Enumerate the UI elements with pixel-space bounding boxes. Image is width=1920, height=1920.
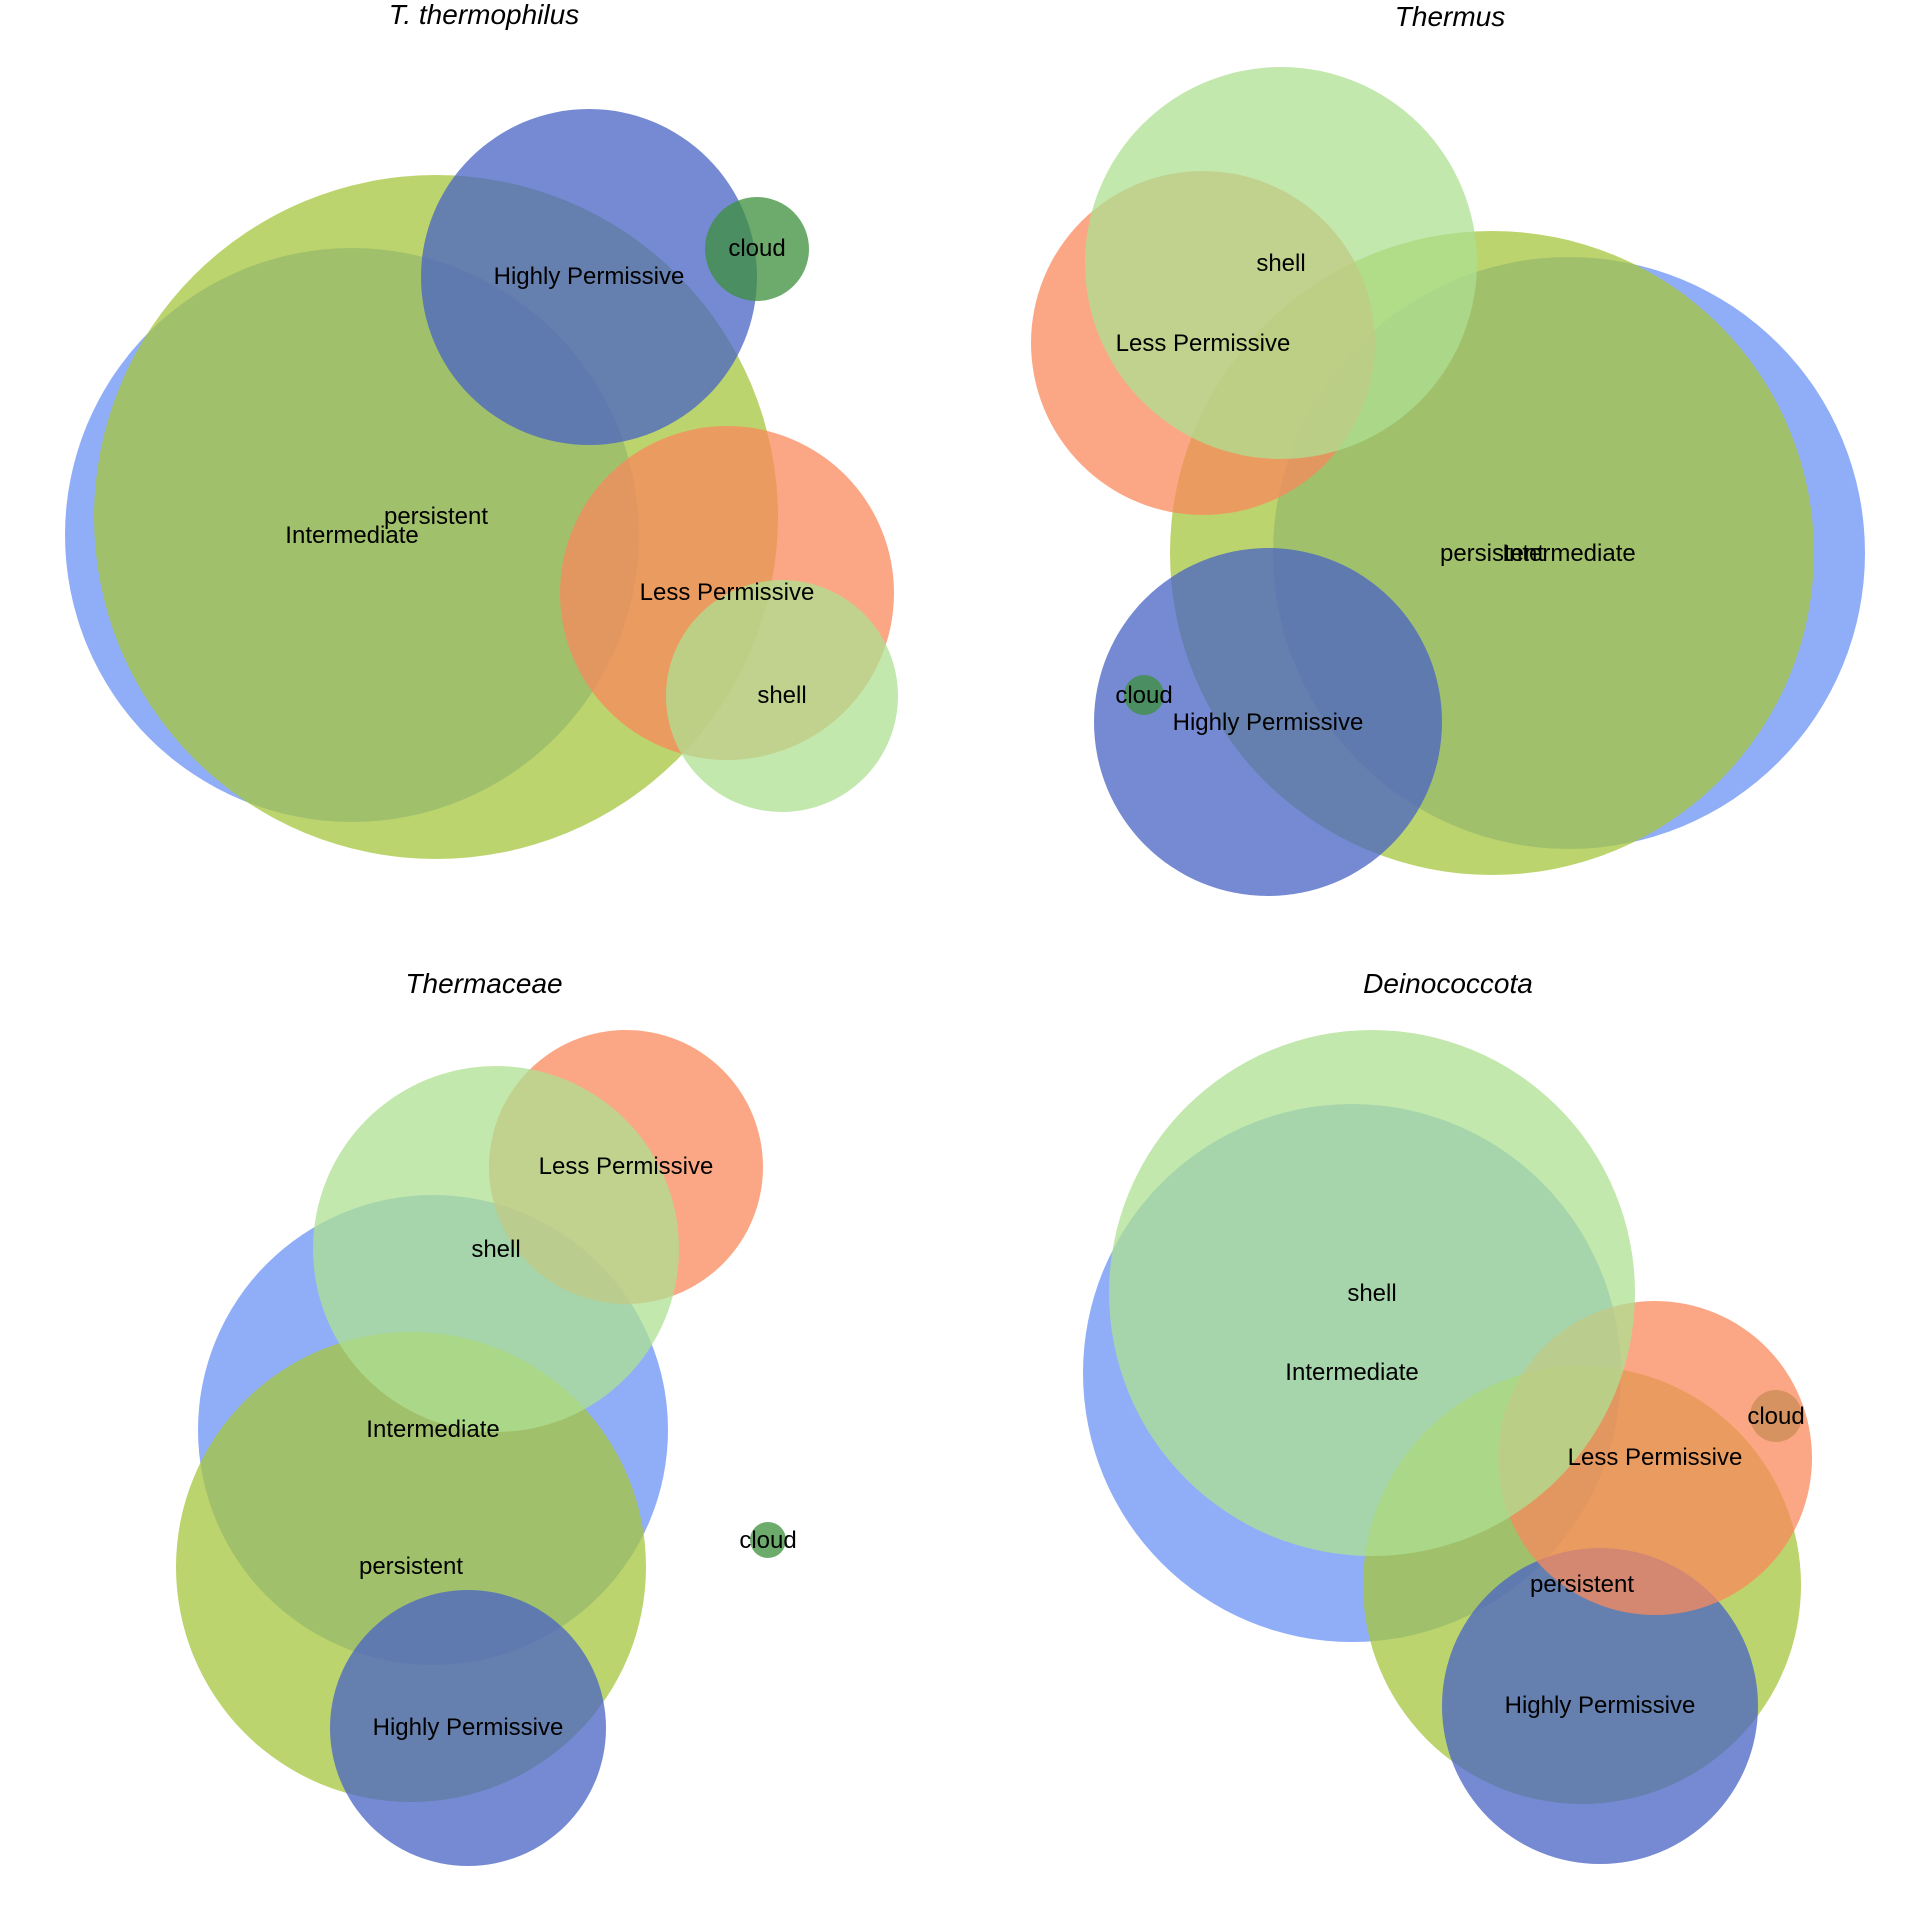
- venn-label-highly-permissive: Highly Permissive: [494, 263, 685, 290]
- venn-label-cloud: cloud: [739, 1527, 796, 1554]
- venn-label-less-permissive: Less Permissive: [539, 1153, 714, 1180]
- venn-circle-shell: [1085, 67, 1477, 459]
- venn-circle-shell: [313, 1066, 679, 1432]
- venn-label-less-permissive: Less Permissive: [1568, 1444, 1743, 1471]
- venn-label-cloud: cloud: [728, 235, 785, 262]
- venn-label-shell: shell: [471, 1236, 520, 1263]
- venn-circle-highly-permissive: [330, 1590, 606, 1866]
- venn-label-highly-permissive: Highly Permissive: [1173, 709, 1364, 736]
- venn-circle-shell: [666, 580, 898, 812]
- venn-circle-cloud: [1124, 675, 1164, 715]
- venn-label-shell: shell: [1347, 1280, 1396, 1307]
- venn-label-less-permissive: Less Permissive: [1116, 330, 1291, 357]
- venn-label-intermediate: Intermediate: [285, 522, 418, 549]
- venn-label-persistent: persistent: [1440, 540, 1544, 567]
- venn-circle-highly-permissive: [421, 109, 757, 445]
- panel-title: T. thermophilus: [389, 0, 579, 30]
- venn-circle-cloud: [705, 197, 809, 301]
- venn-label-persistent: persistent: [359, 1553, 463, 1580]
- venn-label-shell: shell: [757, 682, 806, 709]
- venn-circle-cloud: [750, 1522, 786, 1558]
- venn-label-intermediate: Intermediate: [366, 1416, 499, 1443]
- venn-circle-highly-permissive: [1094, 548, 1442, 896]
- venn-label-shell: shell: [1256, 250, 1305, 277]
- venn-label-cloud: cloud: [1747, 1403, 1804, 1430]
- venn-circle-highly-permissive: [1442, 1548, 1758, 1864]
- panel-title: Thermus: [1395, 1, 1505, 32]
- venn-panel-deinococcota: Intermediate persistent Highly Permissive c…: [1083, 968, 1812, 1864]
- venn-label-persistent: persistent: [1530, 1571, 1634, 1598]
- venn-label-persistent: persistent: [384, 503, 488, 530]
- venn-label-less-permissive: Less Permissive: [640, 579, 815, 606]
- panel-title: Deinococcota: [1363, 968, 1533, 999]
- venn-label-intermediate: Intermediate: [1285, 1359, 1418, 1386]
- venn-panel-thermaceae: Intermediate persistent Highly Permissive c…: [176, 968, 797, 1866]
- venn-label-intermediate: Intermediate: [1502, 540, 1635, 567]
- venn-label-highly-permissive: Highly Permissive: [373, 1714, 564, 1741]
- venn-label-highly-permissive: Highly Permissive: [1505, 1692, 1696, 1719]
- panel-title: Thermaceae: [405, 968, 562, 999]
- venn-circle-shell: [1109, 1030, 1635, 1556]
- venn-label-cloud: cloud: [1115, 682, 1172, 709]
